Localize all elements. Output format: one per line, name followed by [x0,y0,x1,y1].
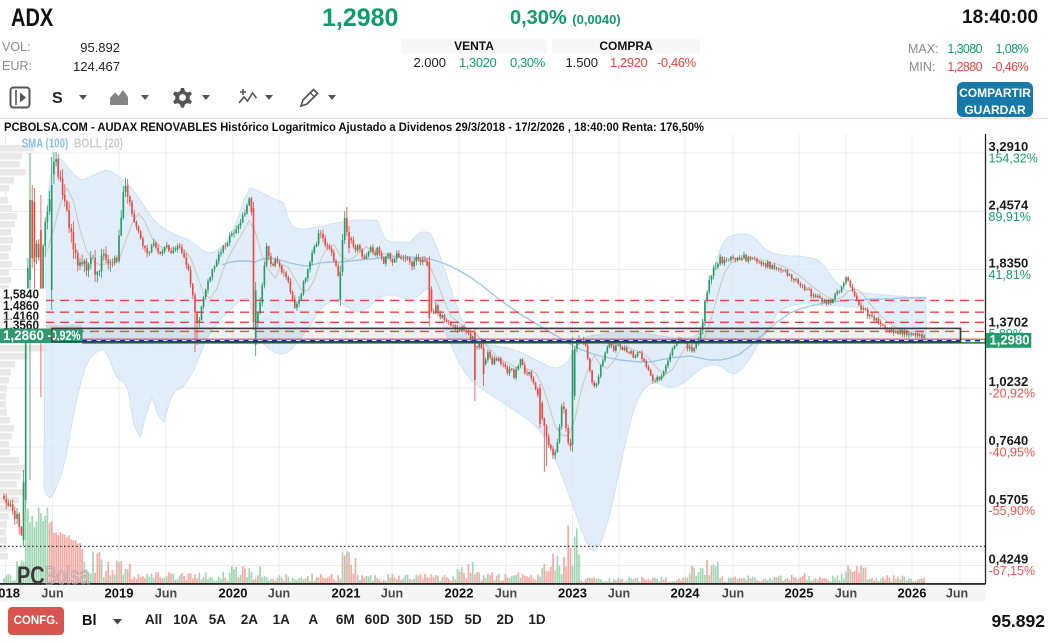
svg-text:1,3702: 1,3702 [989,315,1029,330]
svg-text:-20,92%: -20,92% [989,387,1036,401]
svg-text:Jun: Jun [946,587,968,601]
svg-text:BOLL (20): BOLL (20) [74,137,123,151]
svg-text:-67,15%: -67,15% [989,564,1036,578]
svg-text:2019: 2019 [105,586,134,601]
svg-text:154,32%: 154,32% [989,152,1038,166]
svg-text:Jun: Jun [381,587,403,601]
svg-text:1,0232: 1,0232 [989,374,1029,389]
svg-text:2026: 2026 [898,586,927,601]
svg-text:Jun: Jun [495,587,517,601]
svg-text:89,91%: 89,91% [989,210,1031,224]
svg-text:-55,90%: -55,90% [989,504,1036,518]
svg-text:Jun: Jun [155,587,177,601]
svg-text:2021: 2021 [332,586,361,601]
svg-text:1,5840: 1,5840 [3,286,39,301]
svg-text:S: S [52,90,63,107]
svg-text:1,8350: 1,8350 [989,256,1029,271]
svg-text:2025: 2025 [785,586,814,601]
svg-text:2020: 2020 [219,586,248,601]
svg-text:41,81%: 41,81% [989,268,1031,282]
svg-text:1,4160: 1,4160 [3,308,39,323]
svg-text:-40,95%: -40,95% [989,446,1036,460]
svg-text:Jun: Jun [268,587,290,601]
svg-text:Jun: Jun [41,587,63,601]
svg-text:1,2980: 1,2980 [990,333,1030,348]
svg-text:Jun: Jun [608,587,630,601]
svg-text:Bolsa: Bolsa [45,562,90,590]
svg-text:2022: 2022 [445,586,474,601]
svg-text:Jun: Jun [835,587,857,601]
svg-text:0,7640: 0,7640 [989,433,1029,448]
svg-text:0,5705: 0,5705 [989,492,1029,507]
svg-text:3,2910: 3,2910 [989,139,1029,154]
svg-text:1,2860: 1,2860 [3,328,44,343]
svg-text:PCBOLSA.COM - AUDAX RENOVABLES: PCBOLSA.COM - AUDAX RENOVABLES Histórico… [4,120,704,134]
svg-text:Jun: Jun [722,587,744,601]
svg-text:2024: 2024 [671,586,701,601]
svg-text:SMA (100): SMA (100) [22,137,68,151]
svg-text:-0,92%: -0,92% [48,328,81,343]
svg-text:2023: 2023 [558,586,587,601]
svg-text:PC: PC [17,562,45,590]
svg-text:2018: 2018 [0,586,20,601]
svg-text:0,4249: 0,4249 [989,552,1029,567]
svg-text:2,4574: 2,4574 [989,198,1030,213]
svg-text:1,4860: 1,4860 [3,298,39,313]
